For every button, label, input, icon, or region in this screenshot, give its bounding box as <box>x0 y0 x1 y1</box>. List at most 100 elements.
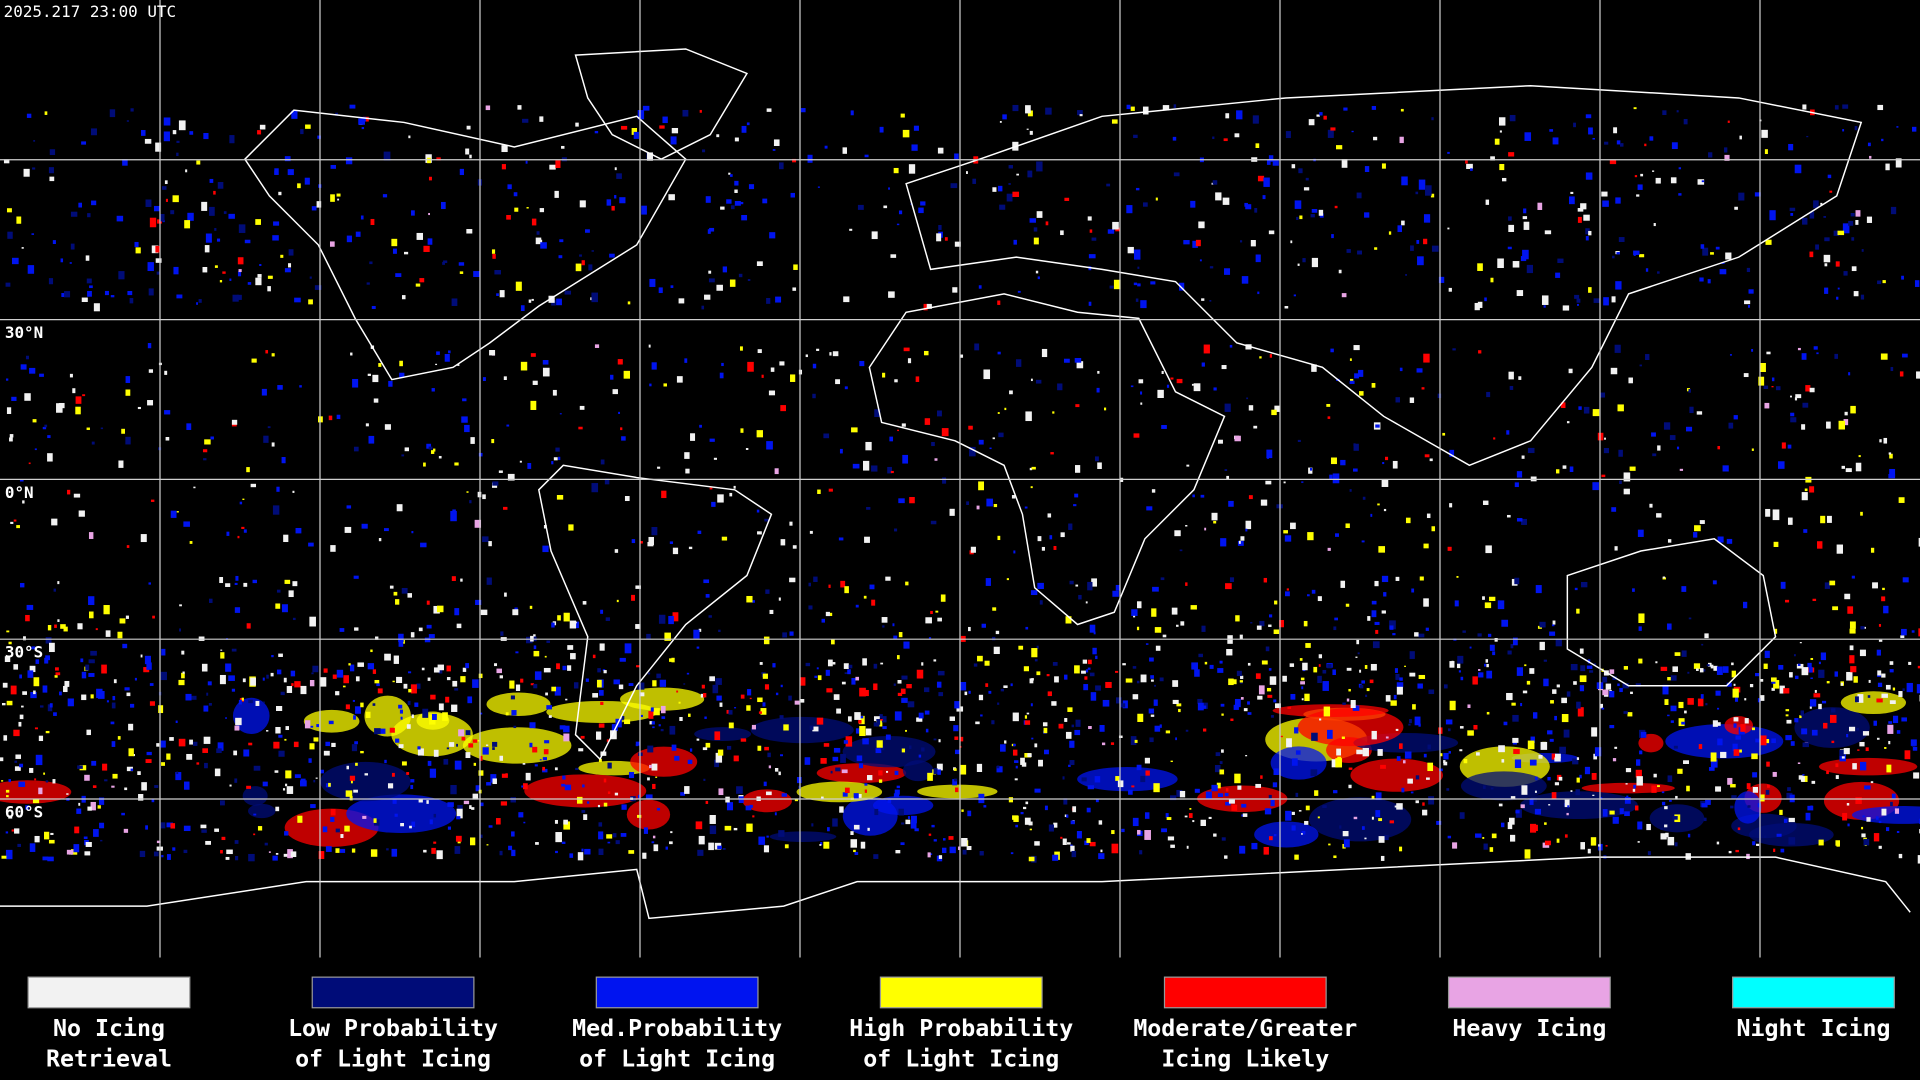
icing-pixel <box>1588 230 1592 236</box>
icing-pixel <box>1549 738 1554 742</box>
icing-pixel <box>1576 757 1580 760</box>
icing-pixel <box>438 455 442 459</box>
icing-pixel <box>325 741 331 747</box>
icing-pixel <box>1889 468 1896 477</box>
icing-pixel <box>1418 179 1426 190</box>
icing-pixel <box>159 213 165 222</box>
icing-pixel <box>765 791 772 796</box>
icing-pixel <box>557 615 561 621</box>
icing-pixel <box>182 671 185 674</box>
icing-pixel <box>1317 596 1322 602</box>
icing-pixel <box>1588 127 1593 135</box>
icing-pixel <box>1855 220 1859 225</box>
icing-pixel <box>1410 791 1414 794</box>
icing-pixel <box>1361 540 1365 543</box>
icing-pixel <box>1035 379 1042 384</box>
icing-pixel <box>543 525 547 529</box>
icing-pixel <box>760 708 767 715</box>
icing-pixel <box>873 716 880 722</box>
icing-pixel <box>594 344 600 348</box>
icing-pixel <box>23 168 30 177</box>
icing-pixel <box>1780 581 1786 589</box>
icing-pixel <box>1892 715 1899 724</box>
icing-pixel <box>764 518 769 522</box>
icing-pixel <box>530 353 536 357</box>
icing-pixel <box>728 710 733 715</box>
icing-pixel <box>1042 722 1048 727</box>
icing-pixel <box>1303 620 1308 627</box>
icing-pixel <box>1719 269 1727 275</box>
icing-pixel <box>283 534 289 543</box>
icing-patch <box>462 727 572 764</box>
icing-pixel <box>1619 687 1623 693</box>
icing-pixel <box>714 759 719 768</box>
icing-pixel <box>1872 582 1878 589</box>
icing-pixel <box>1876 649 1881 656</box>
icing-pixel <box>1064 718 1068 722</box>
icing-pixel <box>1617 683 1620 687</box>
icing-pixel <box>1383 508 1387 512</box>
icing-pixel <box>1628 377 1633 384</box>
icing-pixel <box>183 825 191 832</box>
legend-label: of Light Icing <box>579 1046 775 1073</box>
icing-pixel <box>295 527 302 534</box>
icing-pixel <box>584 229 590 233</box>
icing-pixel <box>1385 695 1391 702</box>
icing-pixel <box>1330 457 1337 465</box>
icing-pixel <box>75 406 81 415</box>
icing-pixel <box>1189 808 1192 810</box>
icing-pixel <box>1636 194 1640 197</box>
icing-patch <box>1794 707 1870 749</box>
icing-pixel <box>117 631 123 639</box>
icing-pixel <box>559 725 566 730</box>
icing-pixel <box>1008 183 1011 185</box>
icing-patch <box>1581 782 1675 794</box>
icing-pixel <box>234 778 238 783</box>
icing-pixel <box>645 794 653 799</box>
icing-pixel <box>1110 742 1115 745</box>
icing-pixel <box>478 452 483 457</box>
icing-pixel <box>894 770 899 776</box>
icing-pixel <box>49 703 53 708</box>
icing-pixel <box>1485 545 1492 554</box>
icing-pixel <box>70 243 75 250</box>
icing-pixel <box>1318 664 1321 667</box>
legend-label: of Light Icing <box>863 1046 1059 1073</box>
icing-pixel <box>701 684 705 689</box>
icing-pixel <box>1739 749 1742 753</box>
icing-pixel <box>262 701 265 703</box>
icing-pixel <box>542 768 548 773</box>
icing-pixel <box>678 298 685 304</box>
icing-pixel <box>762 673 768 679</box>
icing-pixel <box>1763 385 1769 390</box>
icing-pixel <box>900 688 906 695</box>
icing-pixel <box>1153 783 1160 793</box>
icing-pixel <box>1674 842 1678 847</box>
icing-pixel <box>64 680 70 687</box>
icing-pixel <box>1873 720 1877 726</box>
icing-pixel <box>1537 202 1543 210</box>
icing-pixel <box>277 385 283 390</box>
icing-pixel <box>161 648 166 656</box>
icing-pixel <box>1860 294 1865 300</box>
icing-pixel <box>997 412 1000 414</box>
icing-pixel <box>389 585 394 589</box>
icing-pixel <box>6 208 12 213</box>
icing-pixel <box>1794 164 1802 174</box>
icing-pixel <box>767 752 771 758</box>
icing-pixel <box>151 245 159 254</box>
icing-pixel <box>1026 128 1029 130</box>
icing-pixel <box>597 668 601 673</box>
icing-pixel <box>1362 496 1366 500</box>
icing-pixel <box>556 663 560 670</box>
icing-pixel <box>217 182 224 189</box>
icing-pixel <box>855 676 860 681</box>
icing-pixel <box>1145 770 1150 776</box>
icing-pixel <box>847 716 852 722</box>
icing-pixel <box>839 806 844 813</box>
icing-pixel <box>887 466 892 474</box>
icing-pixel <box>283 677 287 683</box>
icing-pixel <box>351 744 358 752</box>
icing-pixel <box>520 678 524 683</box>
icing-pixel <box>1801 424 1806 430</box>
